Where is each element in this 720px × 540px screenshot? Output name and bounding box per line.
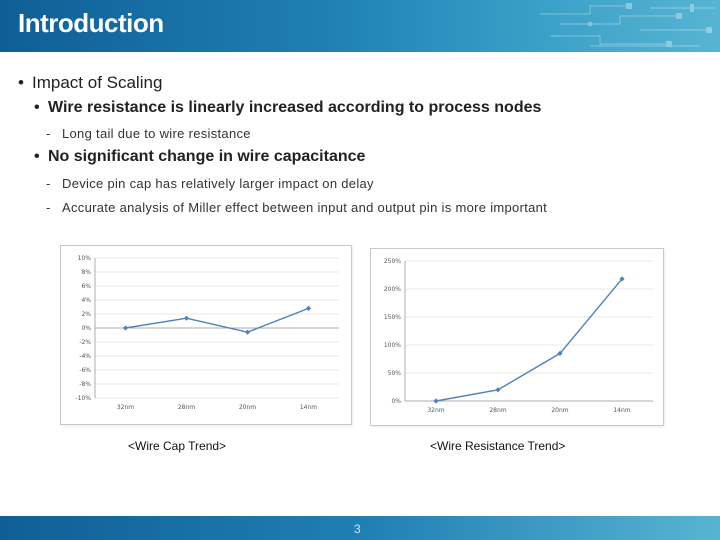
y-tick-label: 100% xyxy=(384,342,401,349)
wire-resistance-chart: 250% 200% 150% 100% 50% 0% 32nm 28nm 20nm 14nm xyxy=(384,258,653,414)
footer-bar xyxy=(0,516,720,540)
dash-glyph: - xyxy=(46,200,51,215)
data-point xyxy=(183,315,190,321)
series-line xyxy=(435,278,623,402)
y-tick-label: 50% xyxy=(388,370,402,377)
x-tick-label: 14nm xyxy=(613,407,630,414)
data-point xyxy=(433,398,439,404)
wire-resistance-caption: <Wire Resistance Trend> xyxy=(430,439,566,453)
y-tick-label: -4% xyxy=(79,353,91,360)
y-tick-label: 0% xyxy=(81,325,91,332)
bullet-wire-capacitance: • No significant change in wire capacitan… xyxy=(34,148,365,166)
sub-bullet-long-tail: - Long tail due to wire resistance xyxy=(46,126,251,141)
dash-glyph: - xyxy=(46,176,51,191)
x-tick-label: 32nm xyxy=(427,407,444,414)
wire-cap-chart-frame: 10% 8% 6% 4% 2% 0% -2% -4% -6% -8% -10% 32nm 28nm 20n… xyxy=(60,245,352,425)
y-tick-label: 0% xyxy=(391,398,401,405)
wire-resistance-chart-frame: 250% 200% 150% 100% 50% 0% 32nm 28nm 20nm 14nm xyxy=(370,248,664,426)
page-number: 3 xyxy=(354,522,361,536)
dash-glyph: - xyxy=(46,126,51,141)
bullet-impact-of-scaling: • Impact of Scaling xyxy=(18,73,162,93)
y-tick-label: 2% xyxy=(81,311,91,318)
y-tick-label: 250% xyxy=(384,258,401,265)
bullet-dot: • xyxy=(34,99,40,116)
wire-cap-caption: <Wire Cap Trend> xyxy=(128,439,227,453)
y-tick-label: -10% xyxy=(75,395,91,402)
bullet-text: No significant change in wire capacitanc… xyxy=(48,148,366,165)
data-point xyxy=(495,387,501,393)
slide-title: Introduction xyxy=(18,8,164,38)
y-tick-label: 200% xyxy=(384,286,401,293)
sub-bullet-text: Device pin cap has relatively larger imp… xyxy=(62,176,374,191)
x-tick-label: 28nm xyxy=(178,404,195,411)
data-point xyxy=(619,276,625,282)
bullet-dot: • xyxy=(18,73,24,92)
y-tick-label: 10% xyxy=(78,255,92,262)
sub-bullet-text: Long tail due to wire resistance xyxy=(62,126,251,141)
bullet-wire-resistance: • Wire resistance is linearly increased a… xyxy=(34,99,541,117)
sub-bullet-device-pin-cap: - Device pin cap has relatively larger im… xyxy=(46,176,374,191)
data-point xyxy=(122,325,129,331)
x-tick-label: 28nm xyxy=(489,407,506,414)
wire-cap-chart: 10% 8% 6% 4% 2% 0% -2% -4% -6% -8% -10% 32nm 28nm 20n… xyxy=(75,255,339,411)
series-line xyxy=(125,307,309,333)
bullet-text: Impact of Scaling xyxy=(32,73,163,92)
y-tick-label: -8% xyxy=(79,381,91,388)
circuit-pattern-decoration xyxy=(540,3,715,47)
x-tick-label: 20nm xyxy=(551,407,568,414)
x-tick-label: 32nm xyxy=(117,404,134,411)
y-tick-label: 4% xyxy=(81,297,91,304)
sub-bullet-miller-effect: - Accurate analysis of Miller effect betw… xyxy=(46,200,547,215)
y-tick-label: 8% xyxy=(81,269,91,276)
data-point xyxy=(244,329,251,335)
title-bar: Introduction xyxy=(0,0,720,52)
y-tick-label: -6% xyxy=(79,367,91,374)
bullet-text: Wire resistance is linearly increased ac… xyxy=(48,99,542,116)
sub-bullet-text: Accurate analysis of Miller effect betwe… xyxy=(62,200,548,215)
data-point xyxy=(305,305,312,311)
y-tick-label: -2% xyxy=(79,339,91,346)
x-tick-label: 20nm xyxy=(239,404,256,411)
x-tick-label: 14nm xyxy=(300,404,317,411)
bullet-dot: • xyxy=(34,148,40,165)
y-tick-label: 150% xyxy=(384,314,401,321)
y-tick-label: 6% xyxy=(81,283,91,290)
